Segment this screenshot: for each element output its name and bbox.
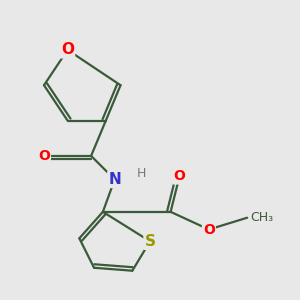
Text: CH₃: CH₃: [250, 211, 273, 224]
Text: O: O: [38, 149, 50, 163]
Text: O: O: [173, 169, 185, 184]
Text: O: O: [61, 42, 74, 57]
Text: H: H: [136, 167, 146, 180]
Text: N: N: [108, 172, 121, 187]
Text: S: S: [145, 234, 155, 249]
Text: O: O: [203, 223, 215, 236]
